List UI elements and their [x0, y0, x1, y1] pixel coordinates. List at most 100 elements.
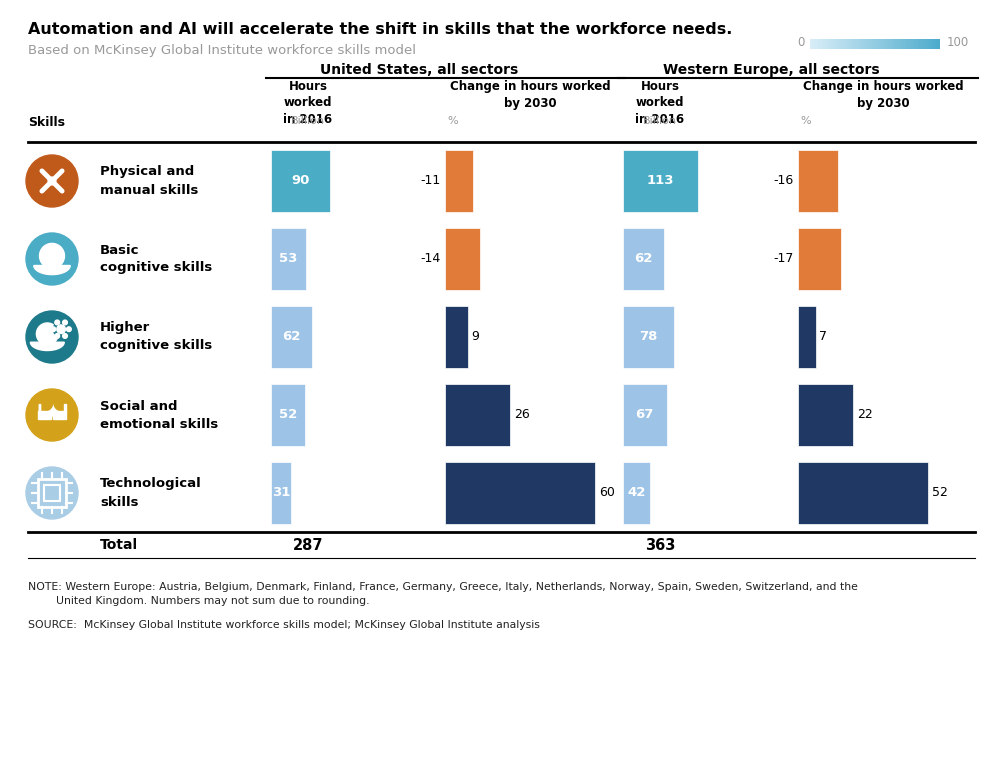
Bar	[810, 39, 811, 49]
Bar	[816, 39, 817, 49]
Text: Based on McKinsey Global Institute workforce skills model: Based on McKinsey Global Institute workf…	[28, 44, 416, 57]
Bar	[915, 39, 916, 49]
Bar	[622, 306, 674, 368]
Text: 100: 100	[947, 36, 969, 49]
Bar	[849, 39, 850, 49]
Bar	[841, 39, 842, 49]
Bar	[926, 39, 927, 49]
Bar	[44, 485, 60, 501]
Text: 62: 62	[634, 252, 652, 265]
Bar	[813, 39, 814, 49]
Bar	[886, 39, 887, 49]
Bar	[931, 39, 932, 49]
Circle shape	[51, 327, 56, 331]
Text: 287: 287	[293, 537, 323, 553]
Bar	[853, 39, 854, 49]
Bar	[837, 39, 838, 49]
Bar	[822, 39, 823, 49]
Circle shape	[55, 334, 60, 338]
Bar	[445, 306, 468, 368]
Bar	[445, 228, 480, 290]
Bar	[901, 39, 902, 49]
Bar	[876, 39, 877, 49]
Bar	[885, 39, 886, 49]
Bar	[910, 39, 911, 49]
Bar	[875, 39, 876, 49]
Bar	[855, 39, 856, 49]
Bar	[848, 39, 849, 49]
Bar	[833, 39, 834, 49]
Bar	[904, 39, 905, 49]
Text: 60: 60	[599, 486, 615, 499]
Bar	[880, 39, 881, 49]
Bar	[868, 39, 869, 49]
Bar	[920, 39, 921, 49]
Bar	[815, 39, 816, 49]
Circle shape	[26, 389, 78, 441]
Bar	[819, 39, 820, 49]
Bar	[826, 39, 827, 49]
Bar	[798, 150, 838, 212]
Bar	[873, 39, 874, 49]
Bar	[924, 39, 925, 49]
Text: United States, all sectors: United States, all sectors	[320, 63, 518, 77]
Bar	[905, 39, 906, 49]
Bar	[798, 384, 853, 446]
Text: SOURCE:  McKinsey Global Institute workforce skills model; McKinsey Global Insti: SOURCE: McKinsey Global Institute workfo…	[28, 620, 540, 630]
Bar	[840, 39, 841, 49]
Bar	[869, 39, 870, 49]
Text: 22: 22	[857, 409, 873, 422]
Text: -14: -14	[421, 252, 441, 265]
Circle shape	[55, 320, 60, 325]
Text: 62: 62	[282, 331, 300, 344]
Bar	[843, 39, 844, 49]
Bar	[798, 228, 840, 290]
Circle shape	[36, 323, 58, 345]
Bar	[831, 39, 832, 49]
Bar	[921, 39, 922, 49]
Bar	[930, 39, 931, 49]
Bar	[935, 39, 936, 49]
Bar	[891, 39, 892, 49]
Bar	[863, 39, 864, 49]
Text: Skills: Skills	[28, 116, 65, 129]
Bar	[864, 39, 865, 49]
Bar	[911, 39, 912, 49]
Bar	[818, 39, 819, 49]
Bar	[445, 150, 473, 212]
Bar	[827, 39, 828, 49]
Text: 67: 67	[636, 409, 654, 422]
Text: -16: -16	[774, 175, 794, 188]
Bar	[845, 39, 846, 49]
Bar	[798, 306, 816, 368]
Text: Billion: Billion	[643, 116, 677, 126]
Text: -11: -11	[421, 175, 441, 188]
Bar	[894, 39, 895, 49]
Text: 90: 90	[291, 175, 310, 188]
Bar	[913, 39, 914, 49]
Bar	[270, 384, 305, 446]
Bar	[877, 39, 878, 49]
Bar	[897, 39, 898, 49]
Text: 78: 78	[639, 331, 658, 344]
Circle shape	[26, 155, 78, 207]
Bar	[884, 39, 885, 49]
Text: Western Europe, all sectors: Western Europe, all sectors	[663, 63, 880, 77]
Bar	[860, 39, 861, 49]
Polygon shape	[53, 411, 66, 419]
Bar	[270, 306, 312, 368]
Text: 53: 53	[279, 252, 297, 265]
Bar	[798, 462, 928, 524]
Bar	[817, 39, 818, 49]
Text: Physical and
manual skills: Physical and manual skills	[100, 166, 198, 197]
Bar	[899, 39, 900, 49]
Bar	[916, 39, 917, 49]
Text: -17: -17	[774, 252, 794, 265]
Bar	[881, 39, 882, 49]
Bar	[925, 39, 926, 49]
Circle shape	[40, 243, 64, 268]
Text: Automation and AI will accelerate the shift in skills that the workforce needs.: Automation and AI will accelerate the sh…	[28, 22, 732, 37]
Text: Technological
skills: Technological skills	[100, 477, 202, 508]
Bar	[38, 479, 66, 508]
Bar	[445, 384, 510, 446]
